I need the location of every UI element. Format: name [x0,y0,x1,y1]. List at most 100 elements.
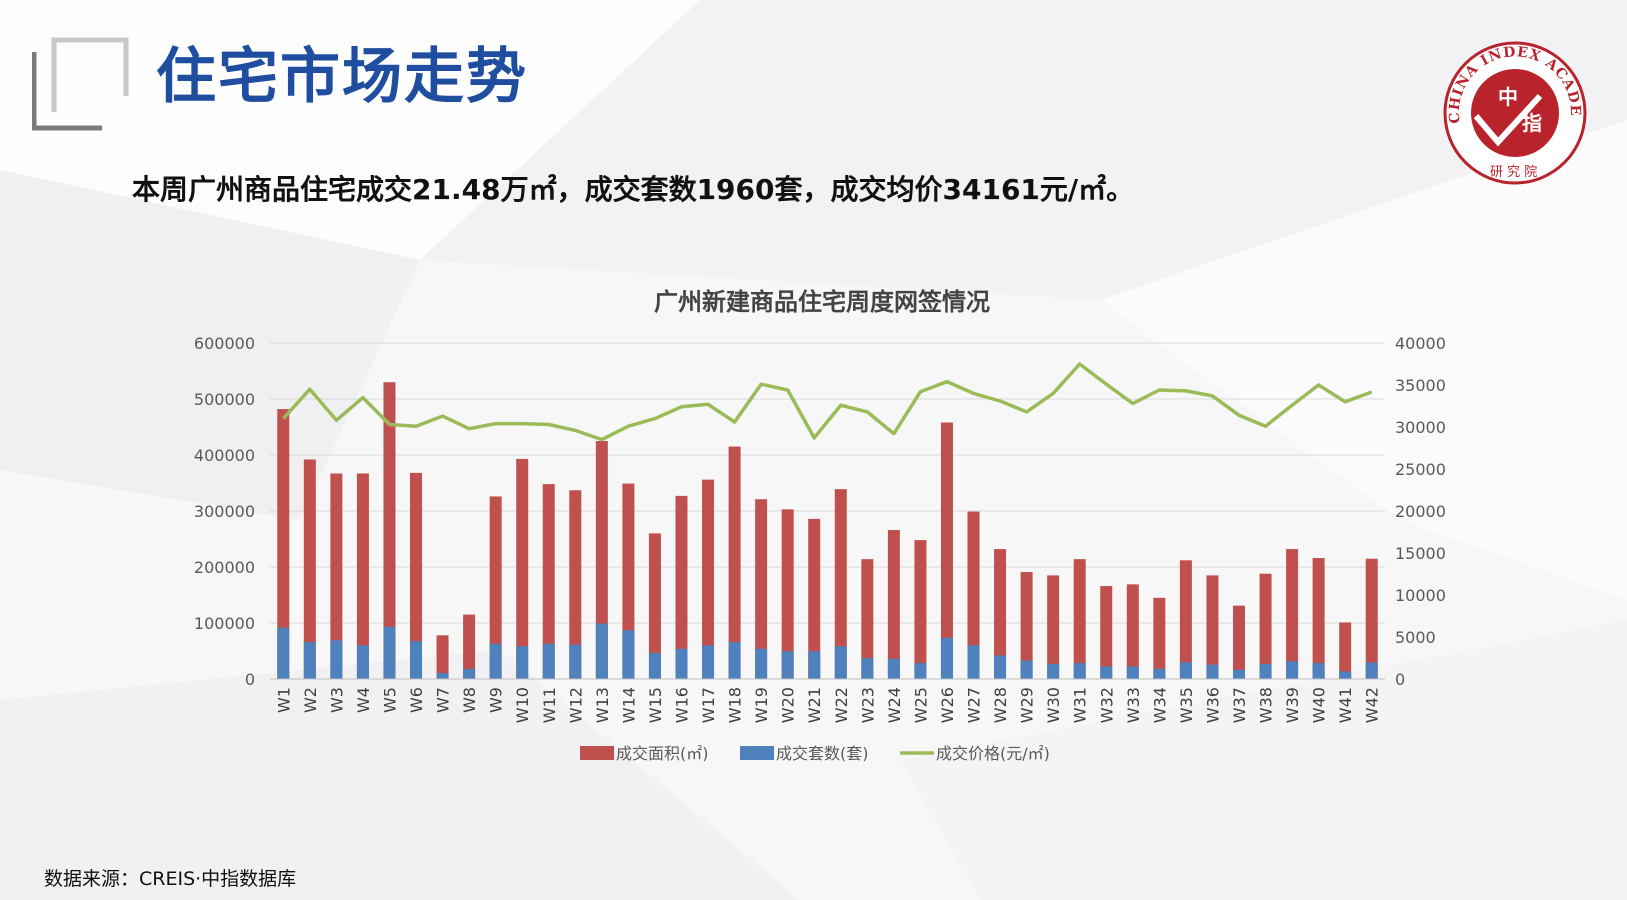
right-tick-label: 40000 [1395,334,1446,353]
x-tick-label: W26 [938,687,957,723]
legend: 成交面积(㎡) 成交套数(套) 成交价格(元/㎡) [580,744,1050,763]
right-tick-label: 15000 [1395,544,1446,563]
x-tick-label: W17 [699,687,718,723]
area-bar [463,614,476,679]
units-bar [861,658,874,679]
units-bar [702,645,715,679]
left-tick-label: 400000 [194,446,255,465]
area-bar [569,490,582,679]
x-tick-label: W24 [885,687,904,723]
area-bar [489,496,502,679]
area-bar [648,533,661,679]
units-bar [1047,663,1060,679]
area-bar [914,540,927,679]
x-tick-label: W39 [1283,687,1302,723]
x-tick-label: W41 [1336,687,1355,723]
units-bar [675,648,688,679]
x-tick-label: W8 [460,687,479,713]
units-bar [542,643,555,679]
units-bar [728,642,741,679]
x-tick-label: W11 [540,687,559,723]
units-bar [755,648,768,679]
svg-text:指: 指 [1522,111,1542,135]
x-tick-label: W32 [1097,687,1116,723]
china-index-academy-logo: 中 指 CHINA INDEX ACADEMY 研 究 院 [1440,38,1587,185]
legend-swatch [580,746,614,760]
legend-label: 成交价格(元/㎡) [936,744,1050,763]
area-bar [277,409,290,679]
x-tick-label: W34 [1150,687,1169,723]
area-bar [861,559,874,679]
svg-text:中: 中 [1498,85,1518,109]
units-bar [914,663,927,679]
summary-text: 本周广州商品住宅成交21.48万㎡，成交套数1960套，成交均价34161元/㎡… [132,173,1135,206]
units-bar [1153,668,1166,679]
area-bar [383,382,396,679]
x-tick-label: W3 [327,687,346,713]
area-bar [1126,584,1139,679]
right-axis: 0 5000 10000 15000 20000 25000 30000 35000 40000 [1395,334,1446,689]
x-tick-label: W12 [566,687,585,723]
area-bar [1073,559,1086,679]
x-tick-label: W42 [1363,687,1382,723]
area-bar [1365,558,1378,679]
area-bar [1232,605,1245,679]
area-bar [1153,597,1166,679]
units-bar [1206,664,1219,679]
left-tick-label: 300000 [194,502,255,521]
price-series-line [282,362,1373,442]
units-bar [383,626,396,679]
x-tick-label: W22 [832,687,851,723]
units-bar [808,651,821,679]
corner-bracket-icon [32,37,129,131]
left-tick-label: 200000 [194,558,255,577]
units-bar [1312,663,1325,679]
units-bar [1286,661,1299,679]
right-tick-label: 5000 [1395,628,1436,647]
units-bar [834,646,847,679]
x-tick-label: W4 [354,687,373,713]
left-tick-label: 600000 [194,334,255,353]
units-bar [1179,662,1192,679]
x-tick-label: W35 [1177,687,1196,723]
units-bar [1259,663,1272,679]
left-axis: 0 100000 200000 300000 400000 500000 600000 [194,334,255,689]
area-bar [1286,549,1299,679]
x-tick-label: W2 [301,687,320,713]
x-tick-label: W10 [513,687,532,723]
units-bar [1126,666,1139,679]
x-tick-label: W14 [619,687,638,723]
area-bar [994,549,1007,679]
units-bar [436,673,449,679]
x-tick-label: W5 [380,687,399,713]
units-bar [781,651,794,679]
area-bar [330,473,343,679]
units-bar [994,655,1007,679]
units-bar [887,658,900,679]
units-bar [569,644,582,679]
units-bar [1339,671,1352,679]
area-bar [967,511,980,679]
area-bars [277,382,1378,679]
x-tick-label: W30 [1044,687,1063,723]
units-bar [595,623,608,679]
x-tick-label: W16 [672,687,691,723]
x-tick-label: W31 [1071,687,1090,723]
legend-label: 成交面积(㎡) [616,744,709,763]
right-tick-label: 10000 [1395,586,1446,605]
area-bar [436,635,449,679]
area-bar [1100,586,1113,679]
area-bar [1206,575,1219,679]
units-bar [1365,662,1378,679]
area-bar [702,479,715,679]
area-bar [887,530,900,679]
units-bar [489,643,502,679]
right-tick-label: 30000 [1395,418,1446,437]
area-bar [728,446,741,679]
units-bar [330,640,343,679]
x-tick-label: W25 [911,687,930,723]
units-bar [410,641,423,679]
units-bar [967,645,980,679]
area-bar [1339,622,1352,679]
